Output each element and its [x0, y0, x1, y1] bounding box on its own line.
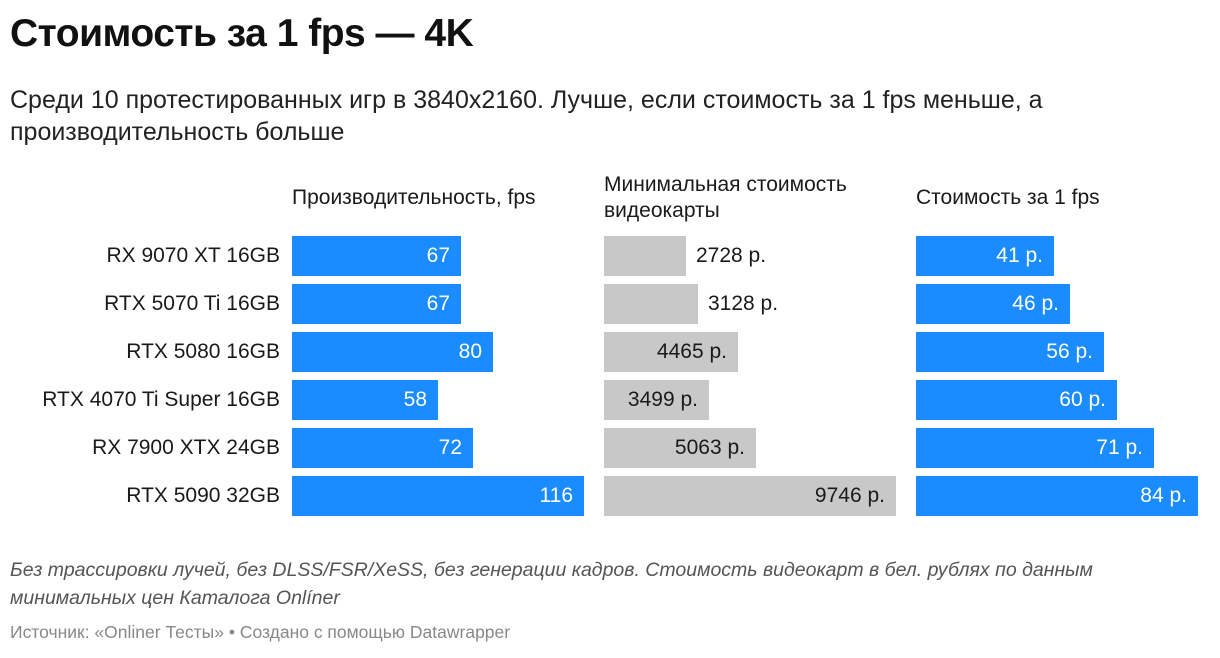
bar	[604, 380, 709, 420]
bar	[604, 332, 738, 372]
bar	[292, 476, 584, 516]
data-label: 67	[426, 244, 450, 267]
data-label: 58	[403, 388, 427, 411]
data-label: 41 р.	[996, 244, 1043, 267]
data-label: 2728 р.	[696, 244, 767, 267]
row-label: RX 7900 XTX 24GB	[92, 436, 280, 459]
data-label: 72	[438, 436, 462, 459]
data-label: 80	[458, 340, 482, 363]
data-label: 5063 р.	[674, 436, 745, 459]
row-label: RTX 4070 Ti Super 16GB	[42, 388, 280, 411]
bar	[916, 476, 1198, 516]
bar	[916, 428, 1154, 468]
data-label: 56 р.	[1046, 340, 1093, 363]
bar	[292, 428, 473, 468]
data-label: 4465 р.	[656, 340, 727, 363]
bar	[604, 476, 896, 516]
bar	[292, 380, 438, 420]
data-label: 3128 р.	[708, 292, 779, 315]
bar	[916, 236, 1054, 276]
chart-title: Стоимость за 1 fps — 4K	[10, 12, 474, 55]
data-label: 60 р.	[1059, 388, 1106, 411]
panel-header: Производительность, fps	[292, 186, 536, 209]
bar	[916, 332, 1104, 372]
data-label: 9746 р.	[814, 484, 885, 507]
bar	[292, 284, 461, 324]
row-label: RX 9070 XT 16GB	[106, 244, 280, 267]
bar	[292, 236, 461, 276]
panel-header: Минимальная стоимость видеокарты	[604, 173, 847, 222]
bar	[916, 284, 1070, 324]
row-label: RTX 5070 Ti 16GB	[104, 292, 280, 315]
chart-subtitle: Среди 10 протестированных игр в 3840x216…	[10, 86, 1043, 146]
data-label: 84 р.	[1140, 484, 1187, 507]
bar	[916, 380, 1117, 420]
chart-source: Источник: «Onliner Тесты» • Создано с по…	[10, 622, 511, 642]
data-label: 116	[539, 484, 573, 507]
data-label: 67	[426, 292, 450, 315]
chart-footnote: Без трассировки лучей, без DLSS/FSR/XeSS…	[10, 559, 1093, 609]
panel-header: Стоимость за 1 fps	[916, 186, 1100, 209]
bar	[604, 236, 686, 276]
bar	[604, 428, 756, 468]
row-label: RTX 5090 32GB	[126, 484, 280, 507]
data-label: 3499 р.	[627, 388, 698, 411]
data-label: 71 р.	[1096, 436, 1143, 459]
data-label: 46 р.	[1012, 292, 1059, 315]
row-label: RTX 5080 16GB	[126, 340, 280, 363]
bar	[292, 332, 493, 372]
bar	[604, 284, 698, 324]
